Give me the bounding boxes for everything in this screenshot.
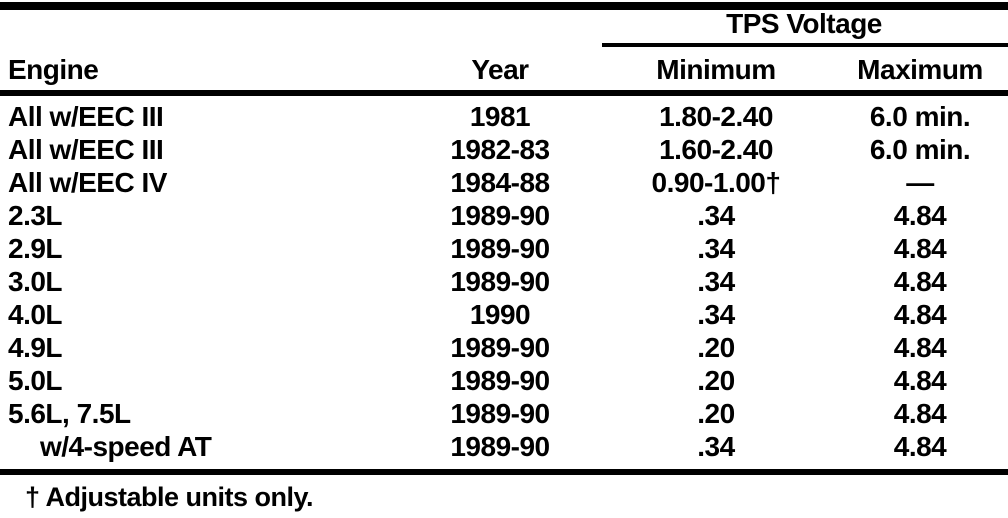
minimum-cell: .20 [697, 398, 735, 429]
year-cell: 1982-83 [450, 134, 550, 165]
engine-cell: All w/EEC III [8, 101, 164, 132]
minimum-cell: .20 [697, 332, 735, 363]
top-rule [0, 2, 1008, 10]
minimum-cell: .34 [697, 431, 735, 462]
engine-cell: 2.3L [8, 200, 63, 231]
engine-cell: 5.0L [8, 365, 63, 396]
maximum-cell: 6.0 min. [869, 101, 971, 132]
maximum-cell: 4.84 [893, 332, 947, 363]
maximum-cell: 6.0 min. [869, 134, 971, 165]
table-row: 4.9L 1989-90 .20 4.84 [0, 331, 1008, 364]
table-row: 2.9L 1989-90 .34 4.84 [0, 232, 1008, 265]
tps-voltage-underline [602, 43, 1008, 47]
year-cell: 1990 [469, 299, 531, 330]
engine-cell: 4.0L [8, 299, 63, 330]
header-rule [0, 90, 1008, 96]
maximum-cell: — [906, 167, 934, 198]
tps-voltage-group-header: TPS Voltage [726, 8, 882, 39]
year-cell: 1989-90 [450, 266, 550, 297]
maximum-cell: 4.84 [893, 431, 947, 462]
minimum-cell: 1.60-2.40 [659, 134, 773, 165]
year-cell: 1989-90 [450, 200, 550, 231]
engine-cell: All w/EEC IV [8, 167, 167, 198]
minimum-cell: 0.90-1.00† [651, 167, 781, 198]
minimum-cell: .34 [697, 233, 735, 264]
table-body: All w/EEC III 1981 1.80-2.40 6.0 min. Al… [0, 100, 1008, 463]
table-row: All w/EEC III 1982-83 1.60-2.40 6.0 min. [0, 133, 1008, 166]
table-header-row: Engine Year Minimum Maximum [0, 52, 1008, 88]
year-cell: 1989-90 [450, 365, 550, 396]
minimum-cell: .34 [697, 200, 735, 231]
engine-cell: 4.9L [8, 332, 63, 363]
column-header-engine: Engine [8, 54, 99, 85]
year-cell: 1984-88 [450, 167, 550, 198]
table-row-sub: w/4-speed AT 1989-90 .34 4.84 [0, 430, 1008, 463]
year-cell: 1981 [469, 101, 531, 132]
year-cell: 1989-90 [450, 233, 550, 264]
minimum-cell: .34 [697, 266, 735, 297]
year-cell: 1989-90 [450, 398, 550, 429]
column-header-minimum: Minimum [656, 54, 776, 85]
minimum-cell: .20 [697, 365, 735, 396]
year-cell: 1989-90 [450, 431, 550, 462]
engine-cell: w/4-speed AT [40, 431, 212, 462]
table-row: 5.0L 1989-90 .20 4.84 [0, 364, 1008, 397]
table-row: 3.0L 1989-90 .34 4.84 [0, 265, 1008, 298]
maximum-cell: 4.84 [893, 266, 947, 297]
table-row: 4.0L 1990 .34 4.84 [0, 298, 1008, 331]
minimum-cell: 1.80-2.40 [659, 101, 773, 132]
engine-cell: All w/EEC III [8, 134, 164, 165]
maximum-cell: 4.84 [893, 299, 947, 330]
table-row: 5.6L, 7.5L 1989-90 .20 4.84 [0, 397, 1008, 430]
footnote: † Adjustable units only. [25, 482, 314, 512]
column-header-maximum: Maximum [857, 54, 983, 85]
maximum-cell: 4.84 [893, 200, 947, 231]
table-row: All w/EEC IV 1984-88 0.90-1.00† — [0, 166, 1008, 199]
maximum-cell: 4.84 [893, 365, 947, 396]
table-row: 2.3L 1989-90 .34 4.84 [0, 199, 1008, 232]
bottom-rule [0, 469, 1008, 475]
table-row: All w/EEC III 1981 1.80-2.40 6.0 min. [0, 100, 1008, 133]
column-header-year: Year [471, 54, 529, 85]
minimum-cell: .34 [697, 299, 735, 330]
engine-cell: 3.0L [8, 266, 63, 297]
maximum-cell: 4.84 [893, 398, 947, 429]
year-cell: 1989-90 [450, 332, 550, 363]
maximum-cell: 4.84 [893, 233, 947, 264]
engine-cell: 5.6L, 7.5L [8, 398, 131, 429]
engine-cell: 2.9L [8, 233, 63, 264]
